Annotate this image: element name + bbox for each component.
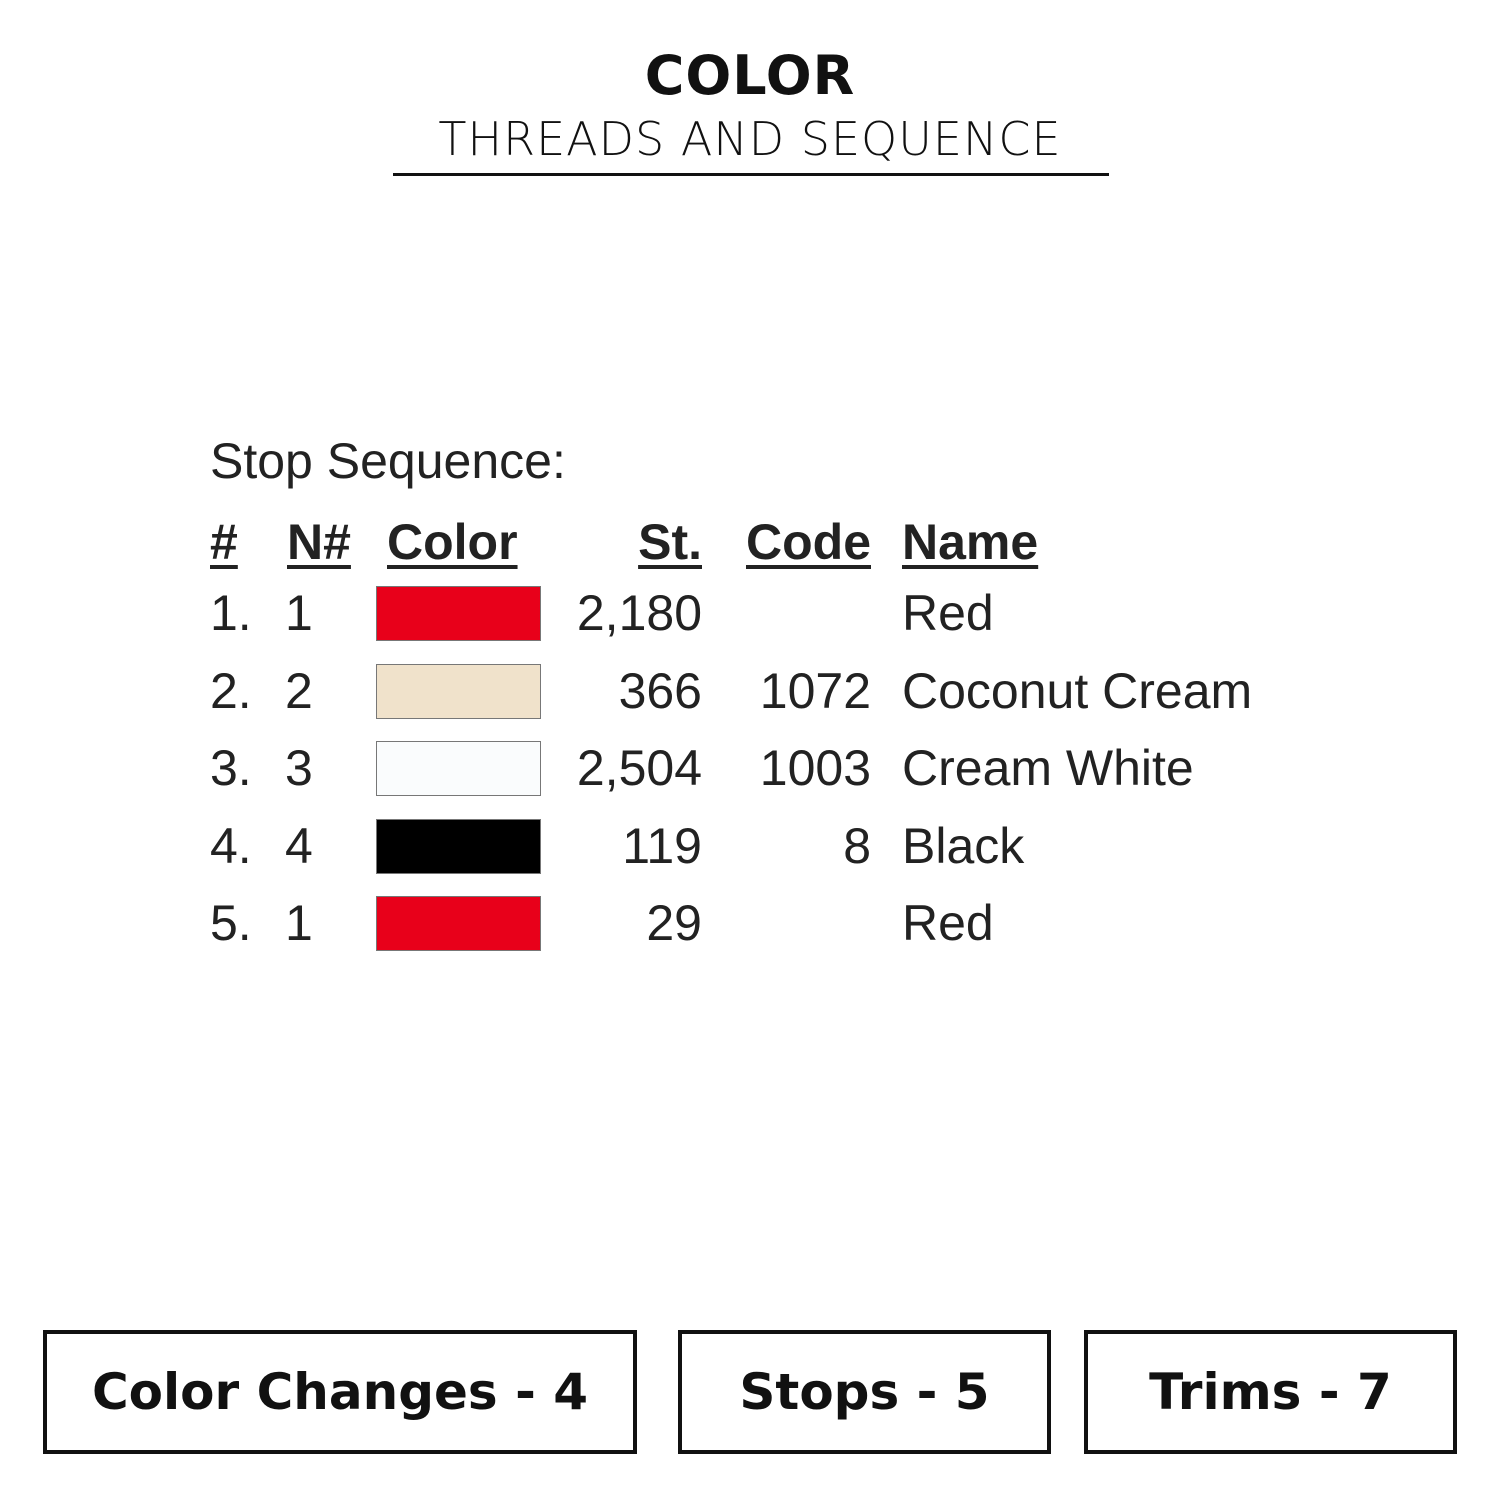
color-swatch: [376, 741, 541, 796]
column-header-name: Name: [902, 514, 1039, 570]
row-stitches: 2,504: [576, 740, 702, 796]
title-divider: [393, 173, 1109, 176]
row-name: Red: [902, 585, 994, 641]
row-stitches: 29: [646, 895, 702, 951]
row-number: 5.: [210, 895, 252, 951]
color-changes-text: Color Changes - 4: [91, 1363, 589, 1421]
column-header-color: Color: [387, 514, 518, 570]
row-needle: 1: [285, 585, 313, 641]
row-stitches: 119: [622, 817, 702, 874]
column-header-number: #: [210, 514, 238, 570]
color-swatch: [376, 663, 541, 719]
row-number: 3.: [210, 740, 252, 796]
stops-text: Stops - 5: [739, 1363, 990, 1421]
row-number: 4.: [210, 817, 252, 874]
row-needle: 3: [285, 740, 313, 796]
row-stitches: 366: [618, 662, 702, 719]
row-number: 2.: [210, 662, 252, 719]
column-header-code: Code: [746, 514, 871, 570]
row-stitches: 2,180: [576, 585, 702, 641]
row-name: Cream White: [902, 740, 1194, 796]
color-swatch: [376, 896, 541, 951]
color-changes-badge: Color Changes - 4: [43, 1330, 637, 1454]
column-header-needle: N#: [287, 514, 351, 570]
trims-badge: Trims - 7: [1084, 1330, 1457, 1454]
row-name: Coconut Cream: [902, 662, 1253, 719]
row-needle: 1: [285, 895, 313, 951]
color-swatch: [376, 818, 541, 874]
row-needle: 2: [285, 662, 313, 719]
row-code: 8: [843, 817, 871, 874]
page-subtitle: THREADS AND SEQUENCE: [438, 112, 1062, 166]
stops-badge: Stops - 5: [678, 1330, 1051, 1454]
color-swatch: [376, 586, 541, 641]
row-code: 1003: [759, 740, 871, 796]
trims-text: Trims - 7: [1149, 1363, 1392, 1421]
column-header-stitches: St.: [638, 514, 702, 570]
row-code: 1072: [759, 662, 871, 719]
row-number: 1.: [210, 585, 252, 641]
page-title: COLOR: [644, 44, 856, 107]
row-name: Red: [902, 895, 994, 951]
row-needle: 4: [285, 817, 313, 874]
stop-sequence-label: Stop Sequence:: [210, 433, 566, 489]
row-name: Black: [902, 817, 1025, 874]
